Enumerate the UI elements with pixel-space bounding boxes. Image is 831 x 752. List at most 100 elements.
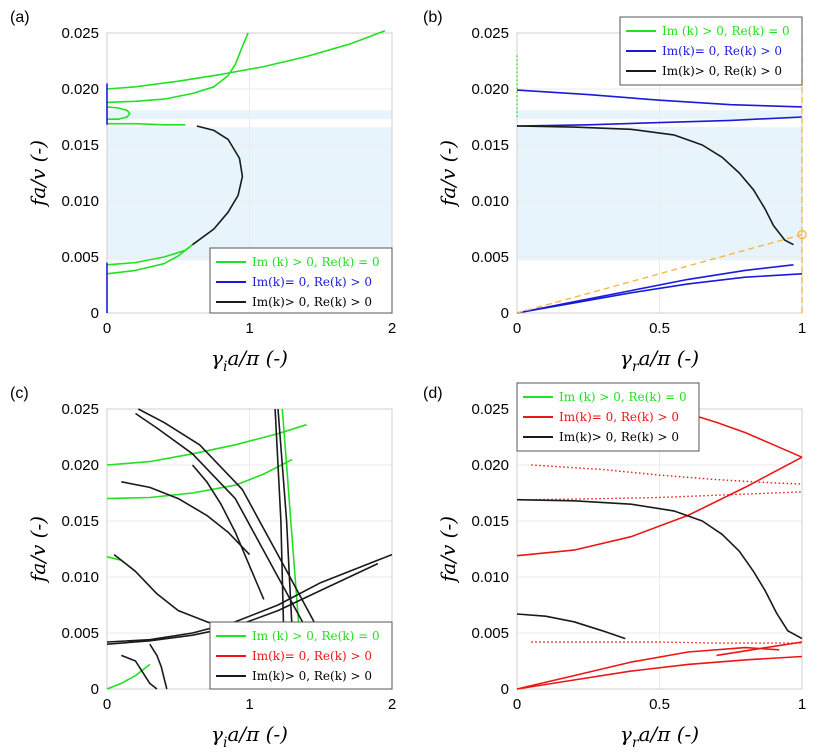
series-black-1 [135,412,322,656]
legend-label: Im(k)> 0, Re(k) > 0 [252,295,372,309]
y-tick-label: 0.005 [61,249,99,266]
panel-label: (d) [423,385,443,402]
y-tick-label: 0 [501,681,509,698]
series-green-low [106,663,151,690]
y-tick-label: 0 [91,305,99,322]
x-axis-label-part: γ [620,346,632,370]
x-axis-label-sub: i [223,735,227,751]
series-black-2 [137,408,329,648]
y-tick-label: 0.020 [471,81,509,98]
series-green-upper [106,423,307,466]
x-axis-label-part: γ [211,346,223,370]
series-red-low3 [716,641,803,657]
series-green-upper [106,30,386,90]
series-green-loop [106,106,131,120]
panel-b: 0 0.005 0.010 0.015 0.020 0.025 0 0.5 1 (b) fa/v (… [423,9,807,375]
y-tick-label: 0.025 [61,25,99,42]
y-tick-label: 0.025 [471,401,509,418]
panel-a: 0 0.005 0.010 0.015 0.020 0.025 0 1 2 (a) fa/v (-)… [10,9,396,375]
legend-label: Im(k)> 0, Re(k) > 0 [252,669,372,683]
x-tick-label: 2 [388,320,396,337]
y-tick-label: 0.005 [471,625,509,642]
x-tick-label: 1 [798,696,806,713]
panel-c: 0 0.005 0.010 0.015 0.020 0.025 0 1 2 (c) fa/v (-)… [10,385,396,751]
y-tick-label: 0.020 [471,457,509,474]
x-axis-label: γra/π (-) [620,722,699,751]
series-green-0169 [107,122,186,126]
y-tick-label: 0.025 [61,401,99,418]
x-tick-label: 1 [798,320,806,337]
legend: Im (k) > 0, Re(k) = 0 Im(k)= 0, Re(k) > 0… [619,16,803,86]
series-red-rise [516,456,803,557]
x-axis-label-sub: r [632,359,640,375]
series-green-left [106,556,136,573]
x-tick-label: 0 [103,320,111,337]
x-axis-label-part: γ [211,722,223,746]
series-red-low2 [516,655,803,690]
y-tick-label: 0.015 [471,137,509,154]
x-axis-label: γia/π (-) [211,346,288,375]
legend-label: Im (k) > 0, Re(k) = 0 [252,629,380,643]
series-blue-0199 [516,89,803,108]
y-tick-label: 0.010 [471,569,509,586]
legend-label: Im(k)= 0, Re(k) > 0 [252,649,372,663]
marker-circle [797,229,807,240]
panel-label: (c) [10,385,29,402]
panel-label: (a) [10,9,30,26]
x-axis-label-part: γ [620,722,632,746]
series-red-dots-0170 [531,491,803,501]
series-black-short [516,613,626,640]
y-tick-label: 0.025 [471,25,509,42]
series-green-low2 [106,244,193,275]
series-green-mid [106,32,249,104]
y-axis-label: fa/v (-) [26,516,50,584]
x-axis-label-sub: i [223,359,227,375]
x-axis-label: γia/π (-) [211,722,288,751]
legend-label: Im (k) > 0, Re(k) = 0 [252,255,380,269]
series-black-decay [516,125,794,246]
series-black-decay [516,498,803,640]
series-red-fall [687,412,803,458]
legend: Im (k) > 0, Re(k) = 0 Im(k)= 0, Re(k) > 0… [516,382,700,452]
x-axis-label-sub: r [632,735,640,751]
legend-label: Im (k) > 0, Re(k) = 0 [662,24,790,38]
y-tick-label: 0.015 [471,513,509,530]
x-tick-label: 0 [513,320,521,337]
legend-label: Im(k)= 0, Re(k) > 0 [559,410,679,424]
series-black-11 [121,654,158,690]
x-axis-label: γra/π (-) [620,346,699,375]
series-black-arc [192,125,244,246]
series-blue-low2 [516,273,803,314]
y-tick-label: 0.010 [61,569,99,586]
series-black-3 [121,481,251,556]
x-axis-label-part: a/π (-) [227,346,288,370]
series-black-9 [149,643,168,690]
legend-label: Im(k)= 0, Re(k) > 0 [662,44,782,58]
x-tick-label: 1 [245,696,253,713]
y-axis-label: fa/v (-) [436,140,460,208]
x-tick-label: 0.5 [649,320,670,337]
series-black-10 [191,464,265,600]
y-tick-label: 0.015 [61,137,99,154]
legend-label: Im(k)> 0, Re(k) > 0 [559,430,679,444]
y-tick-label: 0 [501,305,509,322]
legend-label: Im (k) > 0, Re(k) = 0 [559,390,687,404]
series-red-dots-0042 [531,641,802,644]
x-tick-label: 0 [513,696,521,713]
y-tick-label: 0.010 [471,193,509,210]
legend-label: Im(k)= 0, Re(k) > 0 [252,275,372,289]
x-tick-label: 2 [388,696,396,713]
y-tick-label: 0.005 [471,249,509,266]
y-tick-label: 0.020 [61,81,99,98]
panel-d: 0 0.005 0.010 0.015 0.020 0.025 0 0.5 1 (d) fa/v (… [423,382,806,751]
y-axis-label: fa/v (-) [26,140,50,208]
y-tick-label: 0.010 [61,193,99,210]
series-green-mid [106,458,293,500]
y-tick-label: 0.020 [61,457,99,474]
legend: Im (k) > 0, Re(k) = 0 Im(k)= 0, Re(k) > 0… [209,247,393,314]
x-tick-label: 0.5 [649,696,670,713]
x-axis-label-part: a/π (-) [639,722,700,746]
series-black-8 [113,553,243,634]
series-red-low1 [516,646,780,690]
